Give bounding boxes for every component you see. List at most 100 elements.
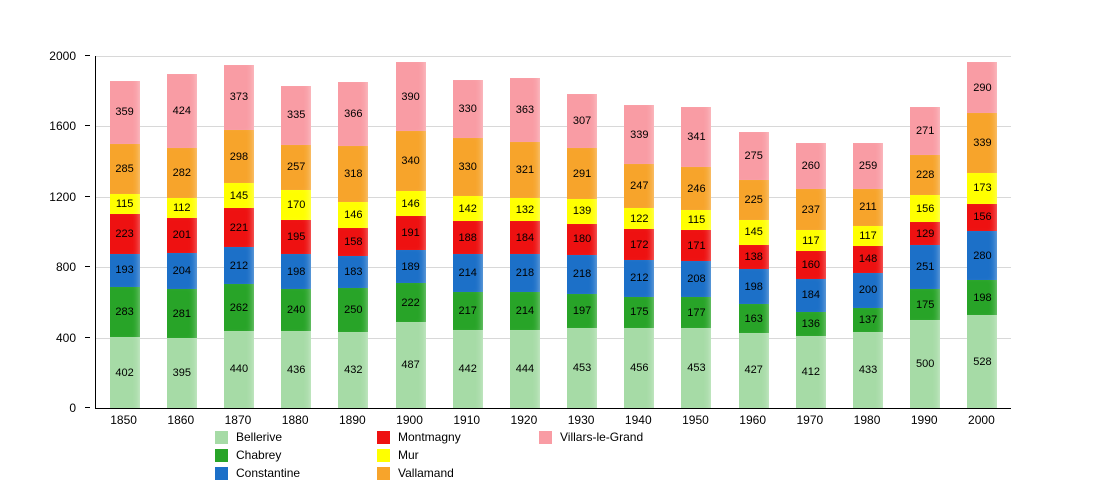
bar-group: 402 283 193 223 115 285 359 — [96, 56, 153, 408]
segment-value-label: 173 — [973, 182, 992, 195]
segment-value-label: 172 — [630, 238, 649, 251]
gridline — [96, 126, 1011, 128]
x-tick-label: 1990 — [910, 413, 938, 427]
segment-value-label: 204 — [172, 265, 191, 278]
bar-segment: 217 — [452, 292, 483, 331]
segment-value-label: 218 — [572, 268, 592, 281]
stacked-bar: 500 175 251 129 156 228 271 — [910, 107, 941, 408]
bar-segment: 500 — [910, 320, 941, 408]
bar-segment: 112 — [166, 198, 197, 218]
segment-value-label: 240 — [286, 304, 306, 317]
bar-segment: 218 — [509, 253, 540, 293]
stacked-bar: 453 177 208 171 115 246 341 — [681, 106, 712, 408]
y-tick-label: 2000 — [49, 49, 76, 63]
bar-segment: 177 — [681, 297, 712, 329]
segment-value-label: 275 — [744, 149, 763, 162]
y-tick-mark — [85, 125, 90, 127]
segment-value-label: 228 — [916, 168, 935, 181]
bar-segment: 359 — [109, 80, 140, 144]
x-tick-label: 1860 — [167, 413, 195, 427]
legend-swatch — [377, 430, 390, 444]
segment-value-label: 148 — [858, 253, 878, 266]
segment-value-label: 195 — [286, 231, 306, 244]
legend-swatch — [377, 466, 390, 480]
gridline — [96, 56, 1011, 57]
bar-group: 427 163 198 138 145 225 275 — [725, 56, 782, 408]
segment-value-label: 117 — [859, 230, 877, 243]
stacked-bar: 453 197 218 180 139 291 307 — [567, 93, 598, 408]
legend-swatch — [215, 430, 228, 444]
bar-segment: 198 — [738, 269, 769, 305]
segment-value-label: 500 — [916, 358, 935, 370]
legend: Bellerive Chabrey Constantine Montmagny Mur V… — [215, 430, 701, 480]
bar-segment: 136 — [795, 311, 826, 336]
x-tick-label: 2000 — [968, 413, 995, 427]
segment-value-label: 163 — [744, 312, 763, 325]
bar-segment: 170 — [281, 189, 312, 220]
y-tick-mark — [85, 336, 90, 338]
y-tick-mark — [85, 195, 90, 197]
bar-segment: 228 — [910, 154, 941, 195]
segment-value-label: 321 — [515, 164, 535, 176]
segment-value-label: 487 — [401, 359, 420, 372]
segment-value-label: 366 — [344, 108, 363, 121]
segment-value-label: 212 — [229, 259, 249, 272]
bar-segment: 191 — [395, 216, 426, 250]
y-tick-label: 800 — [55, 260, 76, 275]
legend-item: Vallamand — [377, 466, 539, 480]
bar-group: 444 214 218 184 132 321 363 — [496, 56, 553, 408]
bar-segment: 171 — [681, 230, 712, 261]
stacked-bar: 442 217 214 188 142 330 330 — [452, 80, 483, 408]
segment-value-label: 212 — [630, 272, 649, 285]
legend-swatch — [215, 466, 228, 480]
segment-value-label: 285 — [115, 162, 134, 175]
bar-segment: 341 — [681, 106, 712, 167]
bar-group: 456 175 212 172 122 247 339 — [611, 56, 668, 408]
legend-item: Montmagny — [377, 430, 539, 444]
segment-value-label: 217 — [458, 305, 477, 318]
segment-value-label: 340 — [401, 154, 420, 167]
bar-segment: 158 — [338, 227, 369, 256]
gridline — [96, 337, 1011, 339]
segment-value-label: 339 — [630, 128, 649, 141]
stacked-bar: 487 222 189 191 146 340 390 — [395, 62, 426, 408]
bar-segment: 195 — [281, 219, 312, 255]
segment-value-label: 184 — [515, 231, 535, 244]
bar-segment: 395 — [166, 338, 197, 408]
bar-segment: 250 — [338, 287, 369, 332]
segment-value-label: 298 — [229, 150, 249, 163]
segment-value-label: 318 — [344, 168, 363, 181]
bar-group: 453 177 208 171 115 246 341 — [668, 56, 725, 408]
segment-value-label: 146 — [401, 197, 420, 210]
bar-segment: 138 — [738, 245, 769, 270]
bar-segment: 330 — [452, 80, 483, 139]
bar-segment: 145 — [223, 182, 254, 209]
segment-value-label: 427 — [744, 364, 763, 377]
segment-value-label: 444 — [515, 362, 535, 375]
legend-column: Villars-le-Grand — [539, 430, 701, 480]
bar-segment: 198 — [967, 280, 998, 316]
segment-value-label: 214 — [515, 305, 535, 318]
bar-segment: 402 — [109, 337, 140, 408]
bar-segment: 148 — [853, 246, 884, 273]
segment-value-label: 528 — [973, 355, 992, 368]
bar-segment: 201 — [166, 217, 197, 254]
segment-value-label: 132 — [515, 203, 535, 216]
bar-segment: 142 — [452, 196, 483, 222]
bar-segment: 183 — [338, 255, 369, 288]
y-tick-label: 1600 — [49, 119, 76, 134]
bar-segment: 330 — [452, 138, 483, 197]
segment-value-label: 222 — [401, 296, 420, 309]
bar-segment: 156 — [967, 203, 998, 231]
segment-value-label: 363 — [515, 103, 535, 116]
stacked-bar: 436 240 198 195 170 257 335 — [281, 85, 312, 408]
segment-value-label: 271 — [916, 124, 935, 137]
bar-segment: 335 — [281, 85, 312, 145]
stacked-bar: 412 136 184 160 117 237 260 — [795, 143, 826, 408]
y-tick-mark — [85, 407, 90, 408]
segment-value-label: 129 — [916, 227, 935, 240]
bar-segment: 340 — [395, 130, 426, 191]
segment-value-label: 330 — [458, 103, 477, 116]
segment-value-label: 432 — [344, 363, 363, 376]
legend-swatch — [539, 430, 552, 444]
